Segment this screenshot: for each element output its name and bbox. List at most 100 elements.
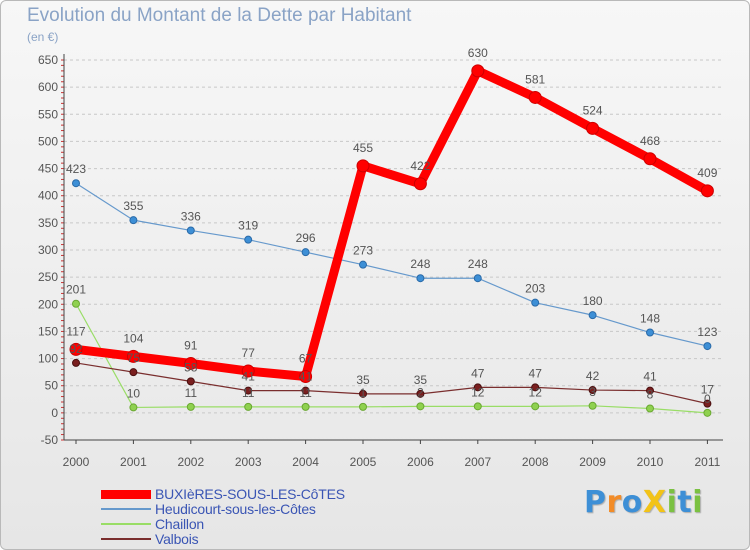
y-tick-label: 50 xyxy=(45,379,59,393)
data-label: 2 xyxy=(417,385,424,399)
x-tick-label: 2001 xyxy=(120,455,147,469)
y-tick-label: 250 xyxy=(38,270,58,284)
data-label: 17 xyxy=(701,383,715,397)
data-point xyxy=(416,389,425,398)
data-label: 75 xyxy=(127,351,141,365)
data-label: 355 xyxy=(123,199,143,213)
x-tick-label: 2000 xyxy=(63,455,90,469)
data-label: 12 xyxy=(529,385,543,399)
data-point xyxy=(473,402,482,411)
data-label: 117 xyxy=(66,324,85,338)
data-point xyxy=(244,235,253,244)
data-label: 35 xyxy=(356,373,370,387)
data-point xyxy=(356,159,370,173)
y-tick-label: 500 xyxy=(38,134,58,148)
x-tick-label: 2011 xyxy=(694,455,720,469)
data-label: 12 xyxy=(471,385,485,399)
data-label: 1 xyxy=(360,386,367,400)
logo-letter: i xyxy=(666,485,678,520)
data-label: 455 xyxy=(353,141,373,155)
data-point xyxy=(646,386,654,395)
data-point xyxy=(413,177,427,191)
data-point xyxy=(531,383,540,392)
data-label: 0 xyxy=(704,392,711,406)
data-label: 422 xyxy=(410,159,430,173)
data-label: 423 xyxy=(66,162,86,176)
x-tick-label: 2002 xyxy=(177,455,204,469)
data-label: 148 xyxy=(640,312,660,326)
data-label: 67 xyxy=(299,351,313,365)
data-point xyxy=(129,368,138,377)
y-tick-label: 200 xyxy=(38,297,58,311)
legend-swatch xyxy=(101,508,151,510)
data-label: 630 xyxy=(468,46,488,60)
data-point xyxy=(473,274,482,283)
data-label: 201 xyxy=(66,283,86,297)
legend-item: BUXIèRES-SOUS-LES-CôTES xyxy=(101,486,421,502)
series-line xyxy=(71,66,712,381)
data-point xyxy=(359,389,367,398)
chart-subtitle: (en €) xyxy=(27,30,59,44)
data-point xyxy=(531,298,540,307)
data-point xyxy=(588,311,597,320)
y-tick-label: 600 xyxy=(38,80,58,94)
data-point xyxy=(126,349,140,363)
data-point xyxy=(301,402,310,411)
data-point xyxy=(471,64,485,78)
data-point xyxy=(301,386,310,395)
data-point xyxy=(703,399,712,408)
data-label: 336 xyxy=(181,209,201,223)
data-point xyxy=(703,342,712,351)
data-point xyxy=(646,404,654,413)
chart-legend: BUXIèRES-SOUS-LES-CôTES Heudicourt-sous-l… xyxy=(101,486,421,547)
data-point xyxy=(129,216,138,225)
logo-letter: r xyxy=(606,485,622,520)
data-label: 409 xyxy=(697,166,717,180)
data-point xyxy=(184,356,198,370)
y-tick-label: 450 xyxy=(38,162,58,176)
legend-label: Valbois xyxy=(155,531,199,547)
data-label: 91 xyxy=(184,338,198,352)
logo-letter: i xyxy=(692,485,703,520)
data-label: 11 xyxy=(185,386,198,400)
data-label: 203 xyxy=(525,282,545,296)
data-point xyxy=(69,342,83,356)
x-tick-label: 2008 xyxy=(522,455,549,469)
proxiti-logo: ProXiti xyxy=(584,485,703,520)
logo-letter: P xyxy=(584,485,607,520)
data-point xyxy=(186,377,195,386)
x-tick-label: 2009 xyxy=(579,455,606,469)
legend-label: BUXIèRES-SOUS-LES-CôTES xyxy=(155,486,345,502)
data-label: 47 xyxy=(471,366,485,380)
data-point xyxy=(416,274,425,283)
series-line xyxy=(75,182,709,347)
legend-swatch xyxy=(101,523,151,525)
data-label: 319 xyxy=(238,219,258,233)
y-tick-label: 650 xyxy=(38,53,58,67)
data-label: 41 xyxy=(643,370,657,384)
x-tick-label: 2003 xyxy=(235,455,262,469)
data-label: 468 xyxy=(640,134,660,148)
y-tick-label: -50 xyxy=(41,433,59,447)
data-label: 248 xyxy=(410,257,430,271)
data-label: 11 xyxy=(299,386,312,400)
y-tick-label: 100 xyxy=(38,352,58,366)
data-label: 92 xyxy=(69,342,83,356)
legend-swatch xyxy=(101,538,151,540)
y-tick-label: 300 xyxy=(38,243,58,257)
x-tick-label: 2005 xyxy=(350,455,377,469)
data-point xyxy=(586,121,600,135)
y-tick-label: 350 xyxy=(38,216,58,230)
data-label: 248 xyxy=(468,257,488,271)
data-point xyxy=(588,386,597,395)
data-point xyxy=(72,358,80,367)
y-tick-label: 550 xyxy=(38,107,58,121)
data-label: 42 xyxy=(586,369,600,383)
data-point xyxy=(301,248,310,257)
legend-swatch xyxy=(101,490,151,499)
legend-item: Valbois xyxy=(101,531,421,547)
data-label: 524 xyxy=(583,103,603,117)
legend-label: Heudicourt-sous-les-Côtes xyxy=(155,501,316,517)
series-line xyxy=(75,303,709,414)
x-tick-label: 2010 xyxy=(637,455,664,469)
